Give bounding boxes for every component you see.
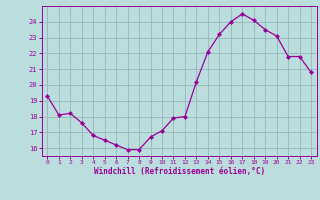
X-axis label: Windchill (Refroidissement éolien,°C): Windchill (Refroidissement éolien,°C) [94, 167, 265, 176]
